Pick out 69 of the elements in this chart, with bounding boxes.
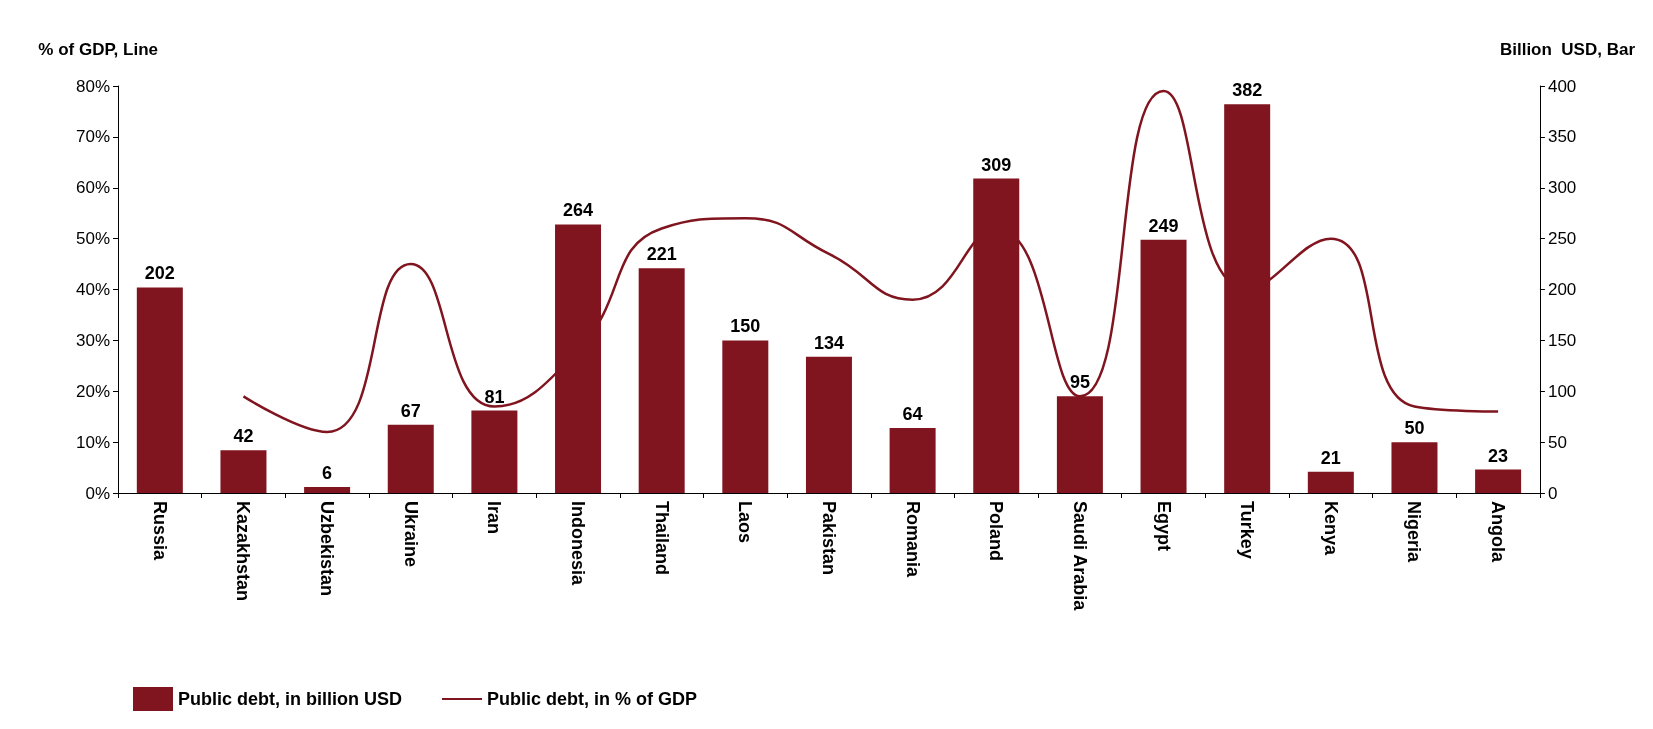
x-tick-label: Russia	[149, 501, 170, 562]
data-label: 202	[144, 263, 175, 284]
bar	[889, 427, 936, 493]
x-tick-label: Turkey	[1237, 501, 1258, 559]
data-label: 81	[484, 386, 505, 407]
y2-tick-label: 350	[1547, 127, 1577, 147]
x-tick-label: Kenya	[1320, 501, 1341, 557]
x-tick-label: Pakistan	[818, 501, 839, 576]
data-label: 150	[730, 316, 761, 337]
x-tick-label: Iran	[484, 501, 505, 535]
y2-tick-label: 400	[1547, 76, 1577, 96]
y2-tick-label: 150	[1547, 330, 1577, 350]
y-tick-label: 80%	[75, 76, 110, 96]
bar	[1140, 239, 1187, 493]
data-label: 23	[1488, 445, 1509, 466]
x-tick-label: Angola	[1488, 501, 1509, 563]
y-tick-label: 60%	[75, 178, 110, 198]
y2-axis-title: Billion USD, Bar	[1499, 40, 1636, 59]
data-label: 382	[1232, 80, 1263, 101]
bar	[722, 340, 769, 493]
x-tick-label: Poland	[986, 501, 1007, 562]
data-label: 6	[322, 462, 333, 483]
y-tick-label: 40%	[75, 280, 110, 299]
y-tick-label: 20%	[75, 381, 110, 401]
y2-tick-label: 0	[1547, 483, 1558, 503]
data-label: 64	[902, 403, 923, 424]
y-tick-label: 0%	[85, 483, 110, 503]
data-label: 50	[1404, 418, 1425, 439]
bar	[1391, 442, 1438, 493]
x-tick-label: Thailand	[651, 501, 672, 576]
data-label: 309	[981, 154, 1012, 175]
y2-tick-label: 50	[1547, 432, 1567, 452]
x-tick-label: Ukraine	[400, 501, 421, 568]
bar	[387, 424, 434, 493]
bar	[638, 268, 685, 493]
data-label: 42	[233, 426, 254, 447]
bar	[1475, 469, 1522, 493]
x-tick-label: Egypt	[1153, 501, 1174, 552]
bar	[136, 287, 183, 493]
data-label: 264	[563, 200, 594, 221]
y2-tick-label: 300	[1547, 178, 1577, 198]
data-label: 95	[1069, 372, 1090, 393]
y2-tick-label: 250	[1547, 229, 1577, 249]
x-tick-label: Kazakhstan	[233, 501, 254, 602]
x-tick-label: Nigeria	[1404, 501, 1425, 564]
legend-label: Public debt, in billion USD	[178, 689, 402, 709]
y-tick-label: 10%	[75, 432, 110, 452]
y-tick-label: 30%	[75, 330, 110, 350]
x-tick-label: Saudi Arabia	[1069, 501, 1090, 612]
x-tick-label: Indonesia	[568, 501, 589, 586]
data-label: 21	[1320, 447, 1341, 468]
data-label: 134	[813, 332, 844, 353]
y-axis-title: % of GDP, Line	[38, 40, 158, 59]
y-tick-label: 70%	[75, 127, 110, 147]
data-label: 221	[646, 244, 677, 265]
data-label: 249	[1148, 215, 1179, 236]
x-tick-label: Laos	[735, 501, 756, 544]
y2-tick-label: 100	[1547, 381, 1577, 401]
bar	[471, 410, 518, 493]
x-tick-label: Romania	[902, 501, 923, 579]
legend-label: Public debt, in % of GDP	[487, 689, 698, 709]
y-tick-label: 50%	[75, 229, 110, 249]
bar	[805, 356, 852, 493]
x-tick-label: Uzbekistan	[317, 501, 338, 597]
bar	[220, 450, 267, 493]
data-label: 67	[400, 400, 421, 421]
y2-tick-label: 200	[1547, 280, 1577, 299]
bar	[1307, 471, 1354, 493]
bar	[304, 486, 351, 493]
